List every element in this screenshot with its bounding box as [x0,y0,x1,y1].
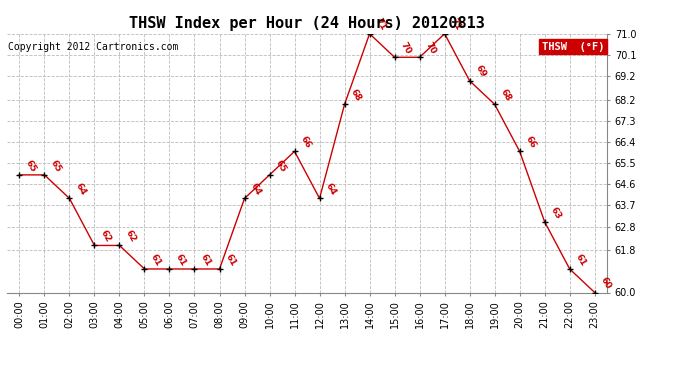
Text: 65: 65 [274,158,288,174]
Text: 68: 68 [499,88,513,103]
Text: 61: 61 [574,252,588,268]
Text: 64: 64 [248,182,263,197]
Text: 66: 66 [299,135,313,150]
Text: 62: 62 [99,229,112,244]
Text: 61: 61 [148,252,163,268]
Text: 64: 64 [324,182,338,197]
Text: THSW  (°F): THSW (°F) [542,42,604,51]
Text: 63: 63 [549,205,563,220]
Title: THSW Index per Hour (24 Hours) 20120813: THSW Index per Hour (24 Hours) 20120813 [129,16,485,31]
Text: 64: 64 [74,182,88,197]
Text: 61: 61 [174,252,188,268]
Text: 61: 61 [199,252,213,268]
Text: 60: 60 [599,276,613,291]
Text: 71: 71 [448,17,463,32]
Text: 70: 70 [399,40,413,56]
Text: 69: 69 [474,64,488,80]
Text: Copyright 2012 Cartronics.com: Copyright 2012 Cartronics.com [8,42,179,51]
Text: 70: 70 [424,40,438,56]
Text: 61: 61 [224,252,238,268]
Text: 65: 65 [23,158,38,174]
Text: 66: 66 [524,135,538,150]
Text: 62: 62 [124,229,138,244]
Text: 65: 65 [48,158,63,174]
Text: 71: 71 [374,17,388,32]
Text: 68: 68 [348,88,363,103]
